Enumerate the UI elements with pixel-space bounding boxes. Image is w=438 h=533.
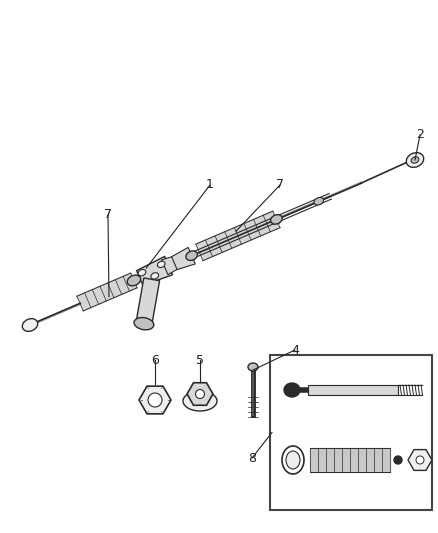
Ellipse shape: [127, 275, 141, 286]
Ellipse shape: [151, 273, 159, 279]
Text: 5: 5: [196, 353, 204, 367]
Ellipse shape: [134, 318, 154, 330]
Polygon shape: [136, 278, 159, 325]
Text: 7: 7: [104, 208, 112, 222]
Polygon shape: [196, 211, 280, 261]
Ellipse shape: [416, 456, 424, 464]
Text: 6: 6: [151, 353, 159, 367]
Polygon shape: [162, 254, 184, 274]
Ellipse shape: [286, 451, 300, 469]
Ellipse shape: [284, 383, 300, 397]
Ellipse shape: [22, 319, 38, 332]
Ellipse shape: [183, 391, 217, 411]
Polygon shape: [137, 256, 173, 285]
Ellipse shape: [186, 251, 198, 261]
Text: 1: 1: [206, 179, 214, 191]
Ellipse shape: [314, 198, 324, 205]
Ellipse shape: [411, 157, 419, 163]
Text: 7: 7: [276, 179, 284, 191]
Ellipse shape: [157, 261, 165, 268]
Ellipse shape: [148, 393, 162, 407]
Bar: [270, 355, 432, 510]
Polygon shape: [172, 247, 195, 270]
Ellipse shape: [406, 152, 424, 167]
Ellipse shape: [248, 363, 258, 371]
Polygon shape: [310, 448, 390, 472]
Ellipse shape: [195, 390, 205, 399]
Text: 8: 8: [248, 451, 256, 464]
Text: 4: 4: [291, 343, 299, 357]
Text: 2: 2: [416, 128, 424, 141]
Polygon shape: [77, 273, 137, 311]
Bar: [308, 385, 398, 395]
Ellipse shape: [271, 215, 282, 224]
Ellipse shape: [138, 270, 146, 276]
Ellipse shape: [394, 456, 402, 464]
